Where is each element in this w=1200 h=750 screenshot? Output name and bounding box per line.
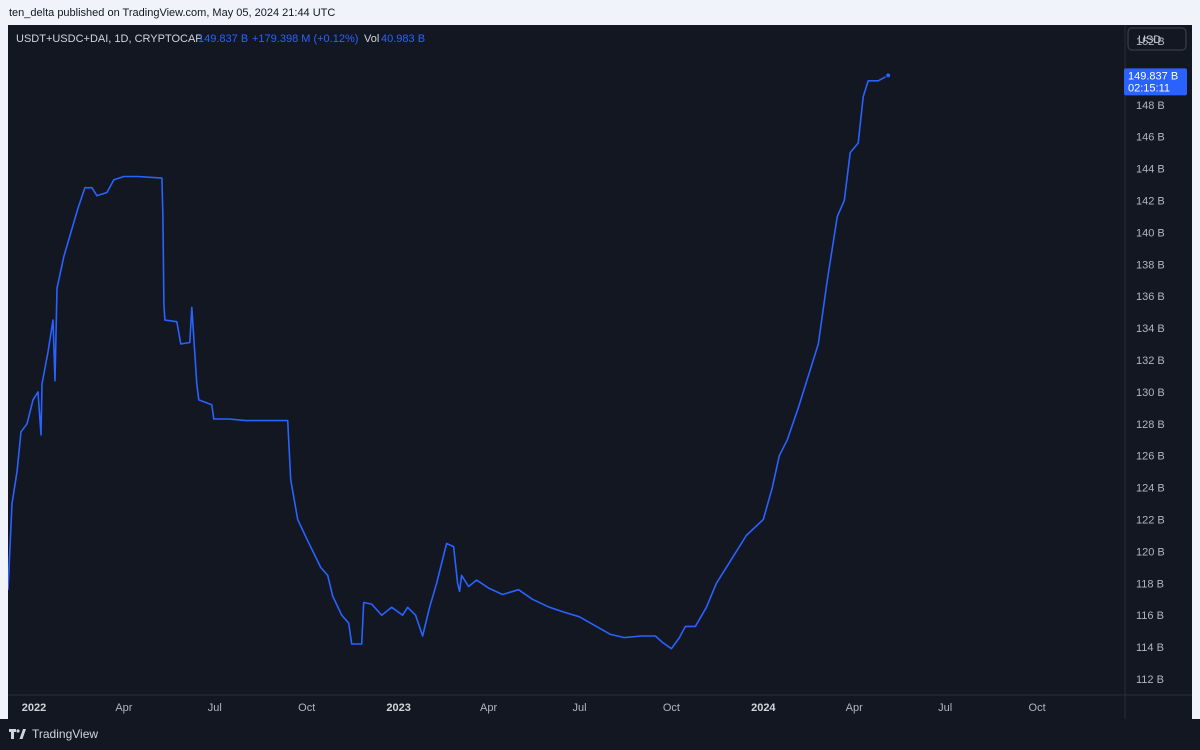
currency-button[interactable]: USD [1127, 27, 1187, 51]
y-tick-label: 148 B [1136, 100, 1165, 112]
y-tick-label: 124 B [1136, 483, 1165, 495]
y-tick-label: 116 B [1136, 610, 1164, 622]
legend-last-price: 149.837 B [198, 33, 248, 45]
y-tick-label: 134 B [1136, 323, 1165, 335]
x-tick-label: Apr [115, 702, 132, 714]
last-price-badge: 149.837 B 02:15:11 [1124, 68, 1187, 96]
publish-info: ten_delta published on TradingView.com, … [9, 7, 336, 19]
x-tick-label: 2022 [22, 702, 46, 714]
y-tick-label: 122 B [1136, 515, 1165, 527]
tradingview-brand: TradingView [32, 727, 99, 741]
x-tick-label: Apr [480, 702, 497, 714]
x-tick-label: Jul [572, 702, 586, 714]
x-tick-label: Jul [938, 702, 952, 714]
legend-volume-value: 40.983 B [381, 33, 425, 45]
x-tick-label: Apr [846, 702, 863, 714]
y-tick-label: 140 B [1136, 227, 1165, 239]
y-tick-label: 152 B [1136, 36, 1165, 48]
chart-legend: USDT+USDC+DAI, 1D, CRYPTOCAP 149.837 B +… [16, 33, 425, 45]
x-tick-label: Oct [1029, 702, 1046, 714]
y-tick-label: 114 B [1136, 642, 1164, 654]
y-tick-label: 126 B [1136, 451, 1165, 463]
badge-countdown: 02:15:11 [1128, 82, 1170, 94]
x-tick-label: Oct [298, 702, 315, 714]
y-tick-label: 118 B [1136, 578, 1164, 590]
footer-bar [0, 719, 1200, 750]
legend-volume-label: Vol [364, 33, 379, 45]
y-tick-label: 142 B [1136, 195, 1165, 207]
x-tick-label: Oct [663, 702, 680, 714]
x-tick-label: 2024 [751, 702, 776, 714]
y-tick-label: 112 B [1136, 674, 1164, 686]
y-tick-label: 132 B [1136, 355, 1165, 367]
last-point-marker [885, 72, 892, 79]
x-tick-label: Jul [208, 702, 222, 714]
badge-price: 149.837 B [1128, 70, 1178, 82]
x-tick-label: 2023 [386, 702, 410, 714]
tradingview-logo-icon [9, 728, 26, 739]
y-tick-label: 136 B [1136, 291, 1165, 303]
y-tick-label: 120 B [1136, 546, 1165, 558]
tradingview-logo[interactable]: TradingView [9, 727, 98, 741]
legend-symbol: USDT+USDC+DAI, 1D, CRYPTOCAP [16, 33, 203, 45]
y-tick-label: 128 B [1136, 419, 1165, 431]
time-scale[interactable]: 2022 Apr Jul Oct 2023 Apr Jul Oct 2024 Apr Jul Oct [22, 702, 1046, 714]
y-tick-label: 138 B [1136, 259, 1165, 271]
y-tick-label: 146 B [1136, 132, 1165, 144]
series-line [7, 74, 889, 650]
price-chart[interactable]: USDT+USDC+DAI, 1D, CRYPTOCAP 149.837 B +… [7, 25, 1192, 719]
publish-bar: ten_delta published on TradingView.com, … [0, 0, 1200, 25]
y-tick-label: 144 B [1136, 164, 1165, 176]
legend-change: +179.398 M (+0.12%) [252, 33, 358, 45]
currency-label: USD [1138, 34, 1161, 46]
chart-area[interactable]: USDT+USDC+DAI, 1D, CRYPTOCAP 149.837 B +… [7, 25, 1192, 719]
y-tick-label: 130 B [1136, 387, 1165, 399]
